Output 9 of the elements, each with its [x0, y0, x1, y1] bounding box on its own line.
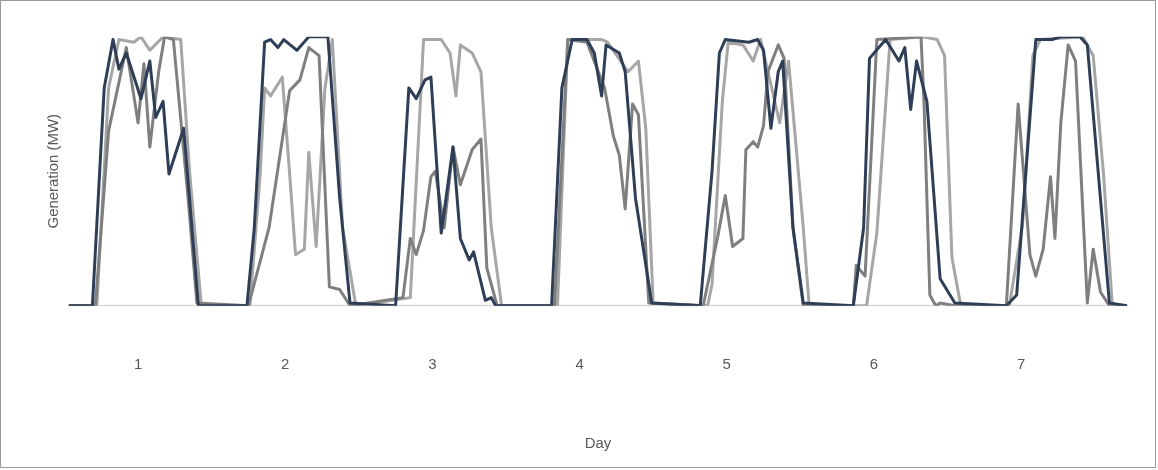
y-axis-title: Generation (MW)	[44, 114, 62, 229]
x-tick-label: 1	[133, 354, 143, 372]
x-tick-label: 2	[281, 354, 290, 372]
x-axis-title: Day	[584, 434, 612, 452]
x-tick-label: 6	[869, 354, 879, 372]
x-tick-label: 5	[722, 354, 731, 372]
x-tick-label: 7	[1016, 354, 1026, 372]
x-tick-label: 4	[575, 354, 584, 372]
x-tick-label: 3	[428, 354, 437, 372]
